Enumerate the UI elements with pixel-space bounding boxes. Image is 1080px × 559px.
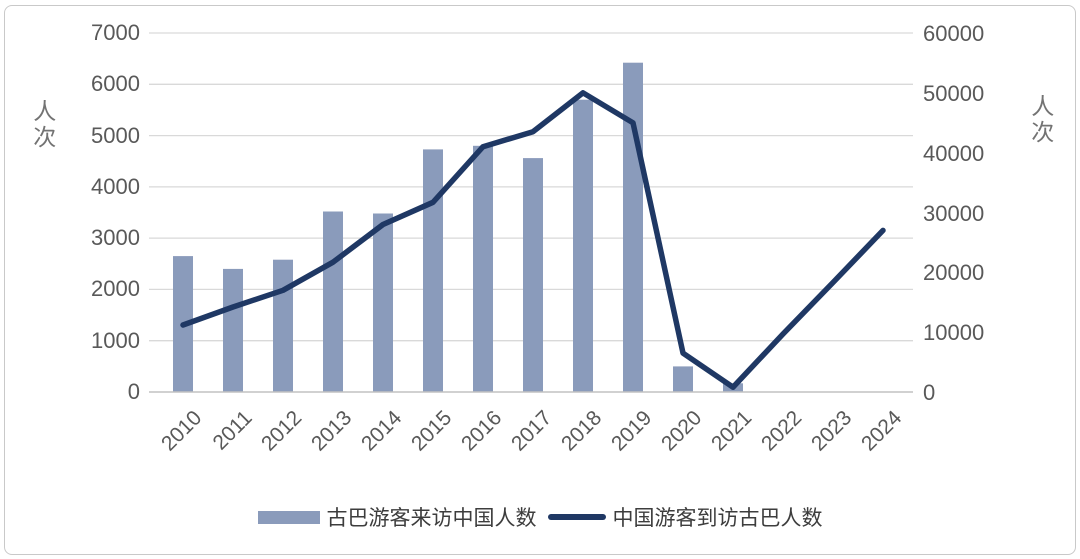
y-left-tick-0: 0	[127, 379, 140, 404]
bar-2018	[573, 99, 593, 392]
y-left-tick-3000: 3000	[91, 225, 140, 250]
y-right-tick-30000: 30000	[923, 201, 985, 226]
legend-label-bar-series: 古巴游客来访中国人数	[326, 506, 537, 530]
y-right-tick-50000: 50000	[923, 81, 985, 106]
y-left-tick-6000: 6000	[91, 71, 140, 96]
line-series	[180, 90, 886, 390]
bar-2013	[323, 211, 343, 392]
y-left-tick-4000: 4000	[91, 174, 140, 199]
y-left-tick-1000: 1000	[91, 328, 140, 353]
y-right-tick-20000: 20000	[923, 260, 985, 285]
y-left-tick-7000: 7000	[91, 20, 140, 45]
bar-2014	[373, 213, 393, 392]
y-axis-title-right: 人次	[1031, 94, 1055, 146]
y-right-tick-60000: 60000	[923, 21, 985, 46]
bar-2020	[673, 366, 693, 392]
y-left-tick-2000: 2000	[91, 276, 140, 301]
legend-item-line-series: 中国游客到访古巴人数	[542, 502, 823, 532]
y-axis-title-left: 人次	[33, 99, 57, 151]
legend-item-bar-series: 古巴游客来访中国人数	[257, 502, 537, 532]
bar-series-swatch-icon	[257, 510, 320, 524]
bar-2011	[223, 268, 243, 392]
bar-2017	[523, 158, 543, 392]
bar-2019	[623, 62, 643, 392]
y-right-tick-0: 0	[923, 380, 936, 405]
y-left-tick-5000: 5000	[91, 123, 140, 148]
y-right-tick-10000: 10000	[923, 320, 985, 345]
legend: 古巴游客来访中国人数 中国游客到访古巴人数	[0, 502, 1080, 532]
y-right-tick-40000: 40000	[923, 141, 985, 166]
line-series-swatch-icon	[547, 514, 606, 520]
legend-label-line-series: 中国游客到访古巴人数	[612, 506, 823, 530]
bar-2012	[273, 259, 293, 392]
bar-2016	[473, 145, 493, 392]
bar-2015	[423, 149, 443, 392]
